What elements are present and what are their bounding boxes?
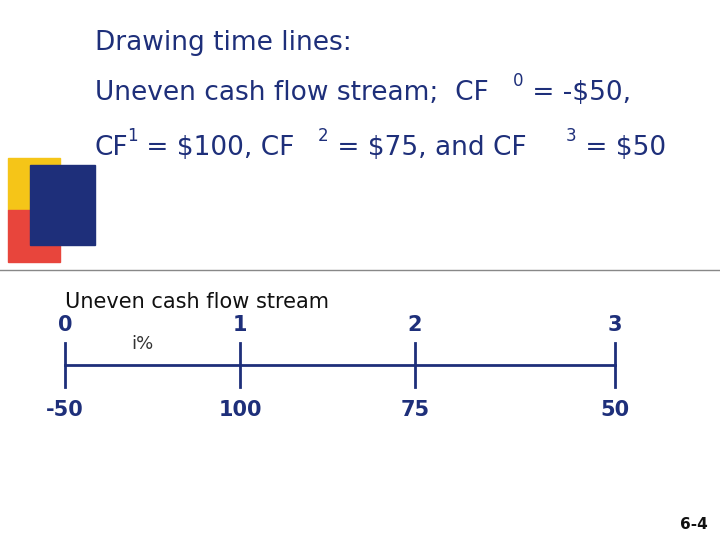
Text: 50: 50 xyxy=(600,400,629,420)
Text: 2: 2 xyxy=(318,127,328,145)
Text: 100: 100 xyxy=(218,400,262,420)
Text: Uneven cash flow stream;  CF: Uneven cash flow stream; CF xyxy=(95,80,489,106)
Text: 3: 3 xyxy=(566,127,577,145)
Text: = $50: = $50 xyxy=(577,135,666,161)
Bar xyxy=(8,210,60,262)
Text: 6-4: 6-4 xyxy=(680,517,708,532)
Text: 1: 1 xyxy=(233,315,247,335)
Text: 1: 1 xyxy=(127,127,138,145)
Text: 3: 3 xyxy=(608,315,622,335)
Text: = $100, CF: = $100, CF xyxy=(138,135,294,161)
Text: -50: -50 xyxy=(46,400,84,420)
Text: 2: 2 xyxy=(408,315,422,335)
Bar xyxy=(30,165,95,245)
Text: Uneven cash flow stream: Uneven cash flow stream xyxy=(65,292,329,312)
Text: = $75, and CF: = $75, and CF xyxy=(329,135,526,161)
Text: CF: CF xyxy=(95,135,129,161)
Text: 0: 0 xyxy=(58,315,72,335)
Bar xyxy=(8,158,60,210)
Text: i%: i% xyxy=(131,335,153,353)
Text: Drawing time lines:: Drawing time lines: xyxy=(95,30,352,56)
Text: 75: 75 xyxy=(400,400,430,420)
Text: = -$50,: = -$50, xyxy=(524,80,631,106)
Text: 0: 0 xyxy=(513,72,523,90)
